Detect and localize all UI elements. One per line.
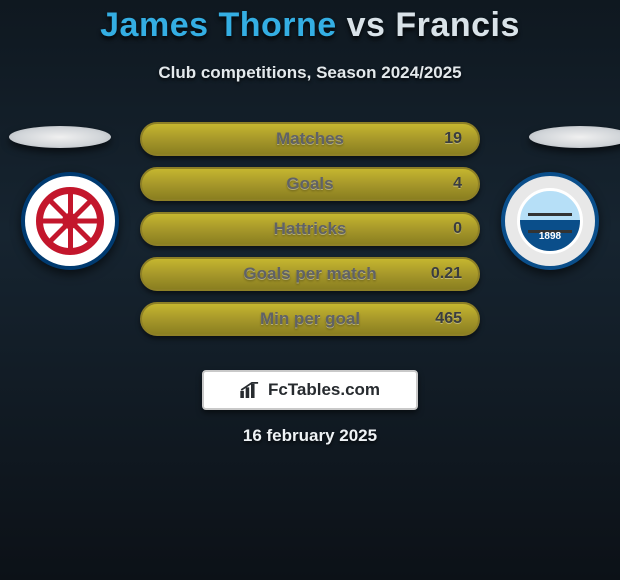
brand-text: FcTables.com [268,380,380,400]
stat-value: 4 [453,175,462,193]
stat-bar: Matches 19 [140,122,480,156]
crest-year: 1898 [520,231,580,242]
bridge-icon: 1898 [517,188,583,254]
bar-chart-icon [240,382,262,398]
stat-label: Hattricks [274,219,347,239]
stat-bar: Goals per match 0.21 [140,257,480,291]
stat-bar: Goals 4 [140,167,480,201]
date-text: 16 february 2025 [0,426,620,446]
vs-word: vs [347,6,386,44]
comparison-title: James Thorne vs Francis [0,0,620,45]
subtitle: Club competitions, Season 2024/2025 [0,63,620,83]
stat-label: Goals [286,174,333,194]
stat-bar: Hattricks 0 [140,212,480,246]
brand-chip: FcTables.com [202,370,418,410]
stat-label: Min per goal [260,309,360,329]
left-club-crest [21,172,119,270]
player2-name: Francis [395,6,519,44]
stat-value: 0.21 [431,265,462,283]
right-podium [529,126,620,148]
ship-wheel-icon [36,187,104,255]
right-club-crest: 1898 [501,172,599,270]
player1-name: James Thorne [100,6,337,44]
stat-label: Goals per match [243,264,376,284]
stat-value: 0 [453,220,462,238]
stat-value: 465 [435,310,462,328]
stat-bars: Matches 19 Goals 4 Hattricks 0 Goals per match… [140,122,480,336]
left-podium [9,126,111,148]
stat-value: 19 [444,130,462,148]
stat-bar: Min per goal 465 [140,302,480,336]
stat-label: Matches [276,129,344,149]
